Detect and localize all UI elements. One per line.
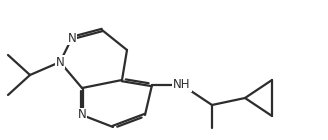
Text: NH: NH [173,79,191,92]
Text: N: N [56,55,64,68]
Text: N: N [78,108,86,122]
Text: N: N [68,32,76,45]
